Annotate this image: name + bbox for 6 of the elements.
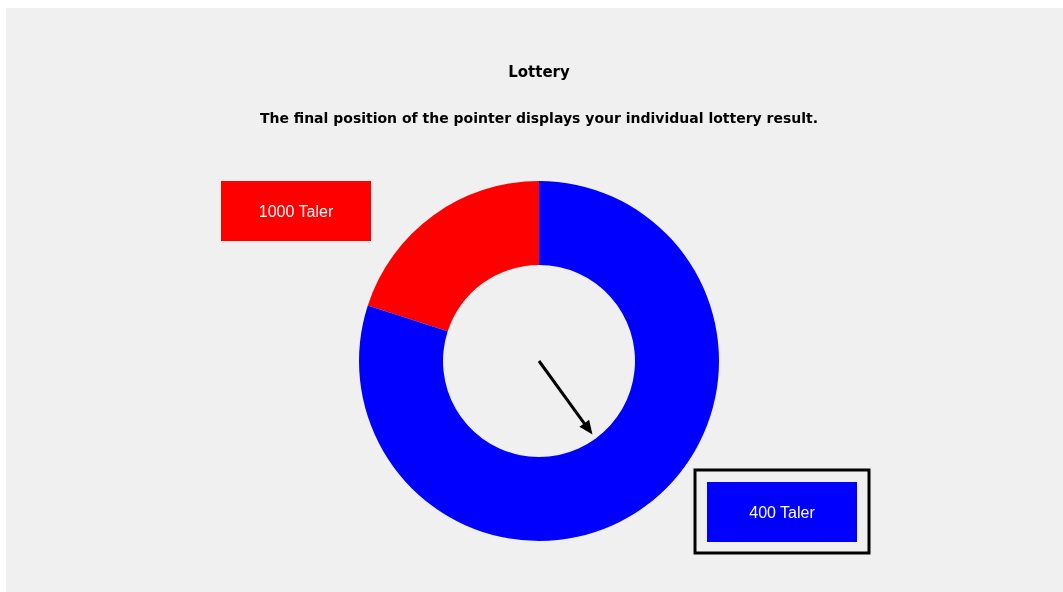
chart-subtitle: The final position of the pointer displays your individual lottery result. bbox=[259, 110, 819, 126]
donut-slice bbox=[359, 181, 719, 541]
chart-title: Lottery bbox=[508, 63, 570, 81]
slice-label: 400 Taler bbox=[749, 504, 816, 521]
slice-label: 1000 Taler bbox=[258, 203, 334, 220]
donut-slice bbox=[367, 181, 539, 332]
